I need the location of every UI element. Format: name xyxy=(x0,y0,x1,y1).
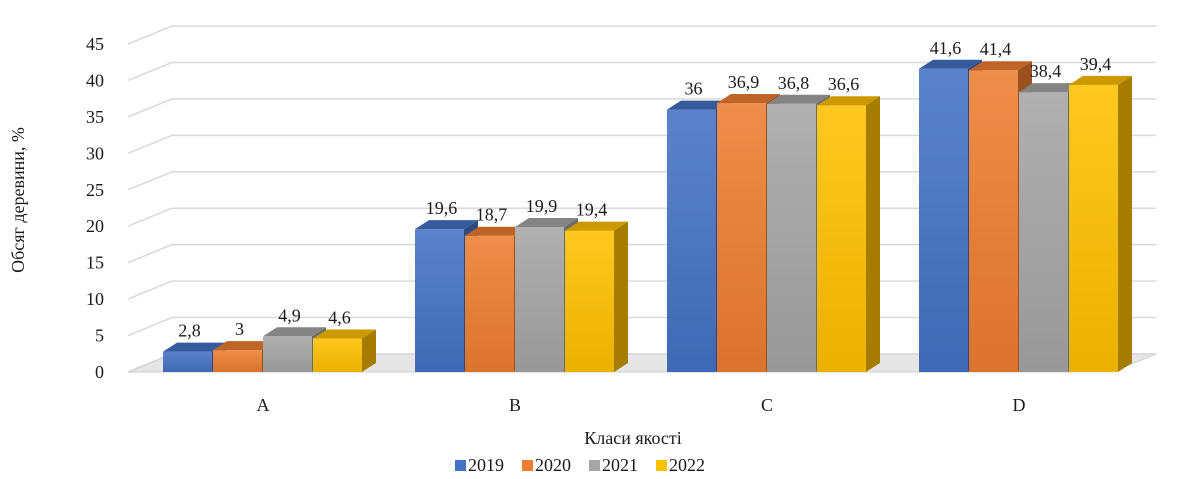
y-tick-label: 5 xyxy=(95,326,104,346)
gridline-side xyxy=(127,25,173,45)
bar-front xyxy=(919,68,968,372)
data-label: 4,6 xyxy=(328,307,351,327)
bar-top xyxy=(717,94,780,104)
bar-front xyxy=(415,229,464,372)
bar-top xyxy=(313,329,376,339)
bar-front xyxy=(767,103,816,372)
legend-swatch xyxy=(589,460,600,471)
legend-item: 2022 xyxy=(656,455,705,475)
bar-2022-B xyxy=(565,221,628,372)
bar-front xyxy=(213,350,262,372)
bar-top xyxy=(1069,75,1132,85)
bar-side xyxy=(866,96,880,372)
data-label: 38,4 xyxy=(1030,61,1062,81)
legend-item: 2020 xyxy=(522,455,571,475)
legend-swatch xyxy=(522,460,533,471)
bar-side xyxy=(1118,75,1132,372)
bar-front xyxy=(667,109,716,372)
bar-front xyxy=(163,351,212,372)
bar-top xyxy=(213,341,276,351)
gridline-side xyxy=(127,243,173,264)
legend-item: 2019 xyxy=(455,455,504,475)
bar-side xyxy=(362,329,376,372)
data-label: 41,6 xyxy=(930,38,962,58)
bar-side xyxy=(614,221,628,372)
data-label: 36 xyxy=(685,79,703,99)
bar-front xyxy=(263,336,312,372)
legend-swatch xyxy=(455,460,466,471)
data-label: 19,9 xyxy=(526,196,558,216)
gridline-side xyxy=(127,61,173,82)
gridline-side xyxy=(127,98,173,118)
data-label: 18,7 xyxy=(476,205,508,225)
legend-swatch xyxy=(656,460,667,471)
x-axis-title: Класи якості xyxy=(584,428,682,448)
bar-front xyxy=(1019,92,1068,373)
gridline-side xyxy=(127,316,173,337)
bar-front xyxy=(1069,84,1118,372)
y-axis-ticks: 0 5 10 15 20 25 30 35 40 45 xyxy=(86,34,104,382)
bar-front xyxy=(313,338,362,372)
data-label: 19,6 xyxy=(426,198,458,218)
x-tick-label: B xyxy=(509,395,521,415)
y-tick-label: 15 xyxy=(86,253,104,273)
bar-top xyxy=(565,221,628,231)
bar-front xyxy=(969,70,1018,373)
legend-label: 2019 xyxy=(468,455,504,475)
gridline-side xyxy=(127,134,173,155)
bar-top xyxy=(667,100,730,110)
y-tick-label: 20 xyxy=(86,216,104,236)
data-label: 3 xyxy=(235,319,244,339)
bar-front xyxy=(817,105,866,372)
y-tick-label: 25 xyxy=(86,180,104,200)
bar-top xyxy=(969,61,1032,71)
data-label: 19,4 xyxy=(576,200,608,220)
legend: 2019 2020 2021 2022 xyxy=(455,455,705,475)
y-tick-label: 0 xyxy=(95,362,104,382)
bar-2022-D xyxy=(1069,75,1132,372)
data-label: 4,9 xyxy=(278,305,301,325)
x-tick-label: A xyxy=(257,395,270,415)
data-label: 2,8 xyxy=(178,321,201,341)
legend-item: 2021 xyxy=(589,455,638,475)
legend-label: 2020 xyxy=(535,455,571,475)
gridline-side xyxy=(127,171,173,191)
bar-2022-C xyxy=(817,96,880,372)
data-label: 36,9 xyxy=(728,72,760,92)
bar-front xyxy=(565,230,614,372)
bars xyxy=(163,59,1132,373)
legend-label: 2021 xyxy=(602,455,638,475)
y-tick-label: 40 xyxy=(86,70,104,90)
data-label: 39,4 xyxy=(1080,54,1112,74)
data-label: 36,6 xyxy=(828,74,860,94)
bar-top xyxy=(163,342,226,352)
bar-top xyxy=(415,220,478,230)
bar-top xyxy=(817,96,880,106)
bar-top xyxy=(515,217,578,227)
y-tick-label: 35 xyxy=(86,107,104,127)
bar-top xyxy=(767,94,830,104)
bar-top xyxy=(263,327,326,337)
bar-2022-A xyxy=(313,329,376,372)
y-tick-label: 10 xyxy=(86,289,104,309)
gridline-side xyxy=(127,207,173,227)
legend-label: 2022 xyxy=(669,455,705,475)
bar-top xyxy=(1019,83,1082,93)
y-axis-title: Обсяг деревини, % xyxy=(8,127,28,273)
y-tick-label: 30 xyxy=(86,143,104,163)
bar-top xyxy=(919,59,982,69)
data-label: 41,4 xyxy=(980,39,1012,59)
bar-front xyxy=(465,235,514,372)
bar-front xyxy=(717,103,766,372)
data-label: 36,8 xyxy=(778,73,810,93)
x-tick-label: D xyxy=(1013,395,1026,415)
y-tick-label: 45 xyxy=(86,34,104,54)
data-labels: 2,8 3 4,9 4,6 19,6 18,7 19,9 19,4 36 36,9 36,8 36,6… xyxy=(178,38,1111,341)
bar-front xyxy=(515,226,564,372)
x-axis-ticks: A B C D xyxy=(257,395,1026,415)
gridline-side xyxy=(127,280,173,300)
x-tick-label: C xyxy=(761,395,773,415)
bar-top xyxy=(465,226,528,236)
